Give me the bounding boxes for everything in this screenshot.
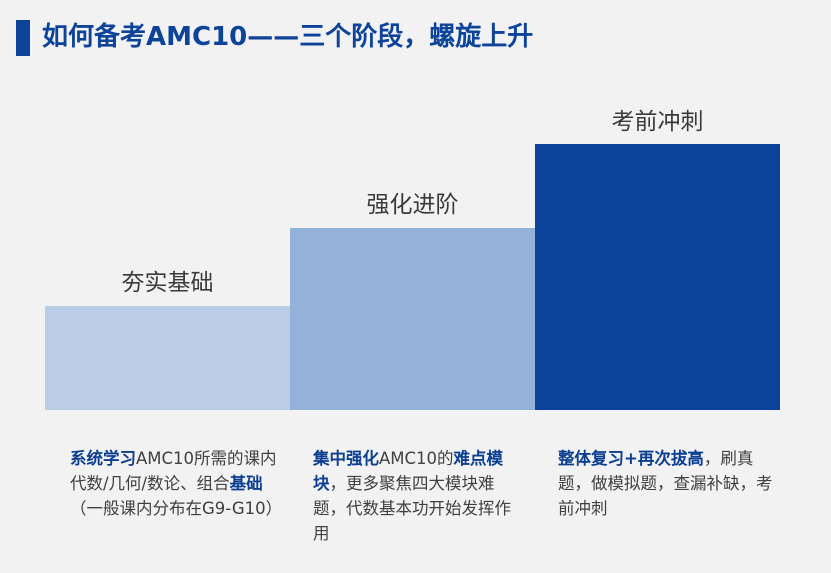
stage-3-description: 整体复习+再次拔高，刷真题，做模拟题，查漏补缺，考前冲刺 xyxy=(558,446,776,521)
stage-1-description: 系统学习AMC10所需的课内代数/几何/数论、组合基础 （一般课内分布在G9-G1… xyxy=(70,446,285,521)
description-text: AMC10的 xyxy=(379,449,454,468)
page-title: 如何备考AMC10——三个阶段，螺旋上升 xyxy=(42,22,534,52)
stage-2-label: 强化进阶 xyxy=(366,192,459,218)
stage-3-block xyxy=(535,144,780,410)
description-text: （一般课内分布在G9-G10） xyxy=(70,499,283,518)
highlight-text: 基础 xyxy=(229,474,263,493)
stage-1-block xyxy=(45,306,290,410)
stage-2-description: 集中强化AMC10的难点模块，更多聚焦四大模块难题，代数基本功开始发挥作用 xyxy=(313,446,513,546)
stage-1-label: 夯实基础 xyxy=(121,270,214,296)
description-text: AMC10所需的课内代数/几何/数论、组合 xyxy=(70,449,277,493)
stage-2-block xyxy=(290,228,535,410)
highlight-text: 系统学习 xyxy=(70,449,136,468)
highlight-text: 难点模块 xyxy=(313,449,504,493)
highlight-text: 集中强化 xyxy=(313,449,379,468)
title-marker xyxy=(16,20,30,56)
stage-3-label: 考前冲刺 xyxy=(611,109,704,135)
highlight-text: 整体复习+再次拔高 xyxy=(558,449,704,468)
description-text: ，更多聚焦四大模块难题，代数基本功开始发挥作用 xyxy=(313,474,511,543)
description-text: ，刷真题，做模拟题，查漏补缺，考前冲刺 xyxy=(558,449,773,518)
